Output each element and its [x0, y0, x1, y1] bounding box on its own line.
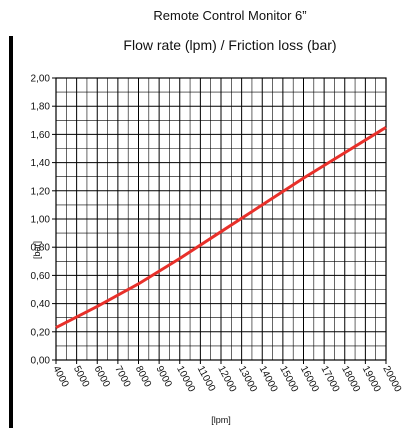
y-tick-label: 1,00 — [31, 215, 51, 226]
y-tick-label: 0,40 — [31, 299, 51, 310]
x-tick-label: 10000 — [174, 364, 197, 394]
x-tick-label: 5000 — [71, 364, 91, 389]
x-tick-label: 14000 — [257, 364, 280, 394]
x-tick-label: 4000 — [50, 364, 70, 389]
x-tick-label: 16000 — [298, 364, 321, 394]
x-tick-label: 12000 — [215, 364, 238, 394]
x-tick-label: 11000 — [195, 364, 218, 393]
x-tick-label: 15000 — [277, 364, 300, 394]
y-axis-label: [bar] — [32, 241, 42, 259]
x-tick-label: 8000 — [133, 364, 153, 389]
y-tick-label: 0,20 — [31, 327, 51, 338]
x-tick-label: 6000 — [92, 364, 112, 389]
y-tick-label: 1,80 — [31, 102, 51, 113]
left-border — [9, 36, 13, 428]
y-tick-label: 0,80 — [31, 243, 51, 254]
data-line — [55, 126, 387, 329]
x-tick-label: 9000 — [153, 364, 173, 389]
x-tick-label: 18000 — [339, 364, 362, 394]
chart-subtitle: Flow rate (lpm) / Friction loss (bar) — [123, 37, 336, 53]
x-tick-label: 7000 — [112, 364, 132, 389]
x-tick-label: 13000 — [236, 364, 259, 394]
x-tick-label: 19000 — [360, 364, 383, 394]
y-tick-label: 0,60 — [31, 271, 51, 282]
x-axis-label: [lpm] — [211, 415, 231, 425]
y-tick-label: 1,60 — [31, 130, 51, 141]
y-tick-label: 1,40 — [31, 158, 51, 169]
y-tick-label: 1,20 — [31, 186, 51, 197]
chart-title: Remote Control Monitor 6” — [153, 8, 306, 23]
x-tick-label: 20000 — [380, 364, 403, 394]
plot-frame — [55, 77, 387, 361]
y-tick-label: 0,00 — [31, 356, 51, 367]
x-tick-label: 17000 — [318, 364, 341, 394]
y-tick-label: 2,00 — [31, 74, 51, 85]
